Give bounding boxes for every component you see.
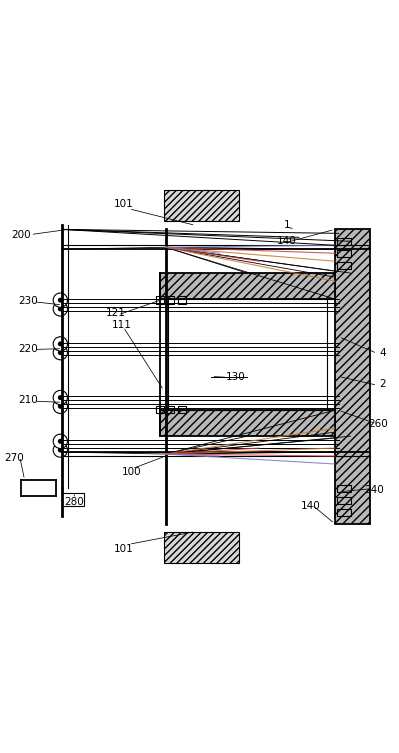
Circle shape bbox=[58, 341, 63, 346]
Bar bbox=[337, 238, 351, 245]
Circle shape bbox=[58, 439, 63, 444]
Text: 220: 220 bbox=[19, 343, 38, 354]
Bar bbox=[178, 296, 186, 303]
Circle shape bbox=[53, 337, 67, 351]
Text: 260: 260 bbox=[369, 419, 388, 429]
Text: 140: 140 bbox=[277, 236, 297, 246]
Text: 130: 130 bbox=[225, 371, 245, 382]
Circle shape bbox=[53, 302, 67, 316]
Bar bbox=[337, 496, 351, 504]
Bar bbox=[337, 250, 351, 258]
Polygon shape bbox=[335, 230, 371, 523]
Polygon shape bbox=[160, 410, 335, 436]
Circle shape bbox=[53, 443, 67, 457]
Text: 1: 1 bbox=[284, 221, 290, 230]
Text: 240: 240 bbox=[365, 485, 384, 495]
Circle shape bbox=[58, 404, 63, 409]
Bar bbox=[156, 296, 164, 303]
Text: 101: 101 bbox=[114, 199, 134, 209]
Text: 200: 200 bbox=[11, 230, 30, 240]
Circle shape bbox=[53, 293, 67, 307]
Text: 270: 270 bbox=[5, 453, 24, 463]
Polygon shape bbox=[160, 273, 335, 299]
Circle shape bbox=[58, 297, 63, 303]
Circle shape bbox=[58, 395, 63, 400]
Text: 121: 121 bbox=[106, 308, 126, 318]
Bar bbox=[166, 406, 174, 413]
Polygon shape bbox=[164, 190, 239, 221]
Bar bbox=[166, 296, 174, 303]
Circle shape bbox=[53, 399, 67, 413]
Bar bbox=[337, 262, 351, 269]
Text: 210: 210 bbox=[19, 395, 38, 405]
Bar bbox=[337, 485, 351, 492]
Circle shape bbox=[53, 346, 67, 360]
Circle shape bbox=[53, 434, 67, 449]
Bar bbox=[337, 508, 351, 516]
Text: 280: 280 bbox=[64, 497, 84, 507]
Text: 100: 100 bbox=[122, 467, 142, 477]
Text: 101: 101 bbox=[114, 544, 134, 554]
Bar bbox=[62, 493, 84, 506]
Text: 2: 2 bbox=[379, 380, 386, 389]
Circle shape bbox=[53, 390, 67, 404]
Circle shape bbox=[58, 306, 63, 312]
Circle shape bbox=[58, 350, 63, 355]
Bar bbox=[178, 406, 186, 413]
Text: 4: 4 bbox=[379, 348, 386, 358]
Text: 111: 111 bbox=[112, 320, 132, 330]
Text: 140: 140 bbox=[301, 501, 321, 511]
Circle shape bbox=[58, 447, 63, 453]
Polygon shape bbox=[164, 532, 239, 563]
Text: 230: 230 bbox=[19, 296, 38, 306]
Bar bbox=[156, 406, 164, 413]
